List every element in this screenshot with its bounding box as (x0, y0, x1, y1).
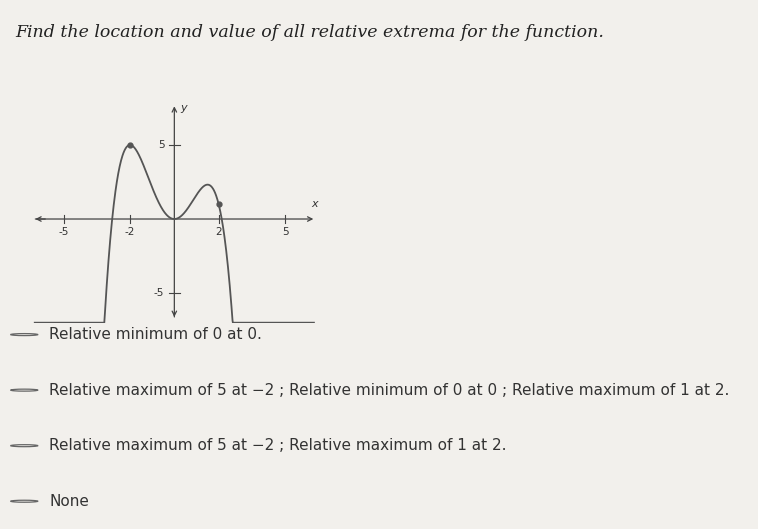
Text: y: y (180, 104, 186, 114)
Text: Relative maximum of 5 at −2 ; Relative minimum of 0 at 0 ; Relative maximum of 1: Relative maximum of 5 at −2 ; Relative m… (49, 382, 730, 398)
Text: 5: 5 (158, 140, 164, 150)
Text: Relative maximum of 5 at −2 ; Relative maximum of 1 at 2.: Relative maximum of 5 at −2 ; Relative m… (49, 438, 507, 453)
Text: Relative minimum of 0 at 0.: Relative minimum of 0 at 0. (49, 327, 262, 342)
Text: -5: -5 (154, 288, 164, 298)
Text: 2: 2 (215, 227, 222, 237)
Text: None: None (49, 494, 89, 509)
Text: Find the location and value of all relative extrema for the function.: Find the location and value of all relat… (15, 24, 604, 41)
Text: x: x (312, 198, 318, 208)
Text: -5: -5 (58, 227, 69, 237)
Text: -2: -2 (125, 227, 135, 237)
Text: 5: 5 (282, 227, 289, 237)
